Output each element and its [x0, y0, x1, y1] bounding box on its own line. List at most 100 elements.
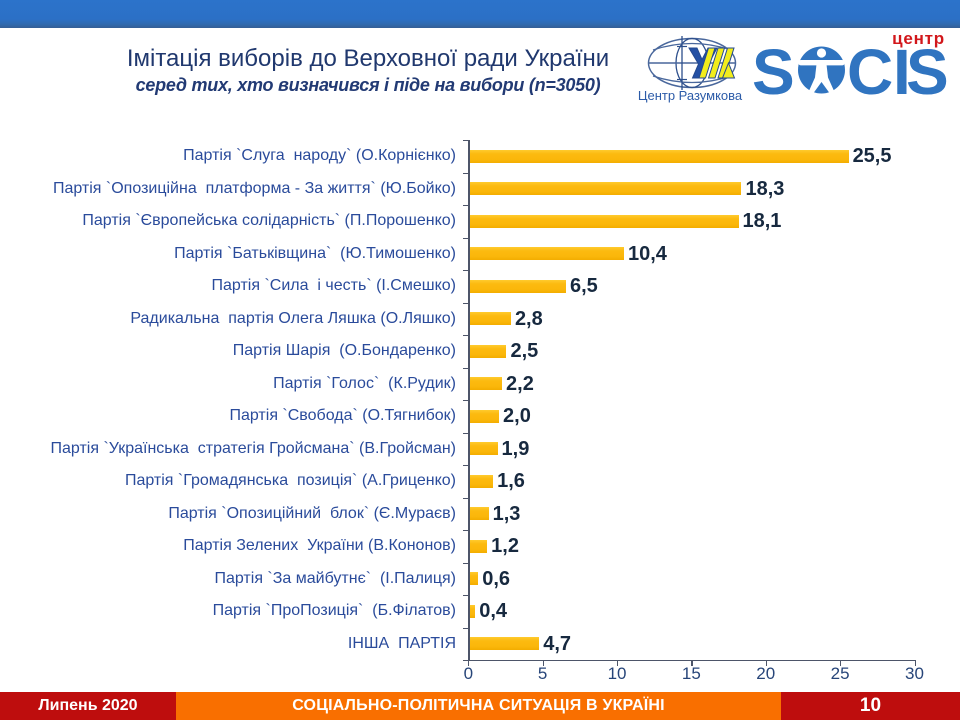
svg-text:C: C — [847, 36, 893, 108]
x-axis-tick — [468, 660, 470, 666]
x-axis-tick — [840, 660, 842, 666]
chart-subtitle: серед тих, хто визначився і піде на вибо… — [135, 75, 601, 95]
svg-text:S: S — [752, 36, 795, 108]
value-label: 0,4 — [479, 600, 508, 622]
y-axis-tick — [463, 335, 469, 337]
bar — [469, 507, 489, 521]
y-axis-tick — [463, 367, 469, 369]
bar — [469, 604, 476, 618]
value-label: 6,5 — [569, 275, 598, 297]
value-label: 2,2 — [506, 372, 534, 395]
category-label: Партія `Опозиційний блок` (Є.Мураєв) — [168, 504, 456, 522]
bar — [469, 214, 739, 228]
category-label: Партія Шарія (О.Бондаренко) — [232, 342, 456, 359]
y-axis-tick — [463, 172, 469, 174]
footer-bar: Липень 2020 СОЦІАЛЬНО-ПОЛІТИЧНА СИТУАЦІЯ… — [0, 692, 960, 720]
x-axis-label: 30 — [905, 664, 924, 683]
category-label: Партія `Громадянська позиція` (А.Гриценк… — [124, 472, 456, 489]
y-axis-tick — [463, 627, 469, 629]
value-label: 18,1 — [742, 210, 782, 232]
bar — [469, 279, 566, 293]
y-axis-tick — [463, 237, 469, 239]
razumkov-logo — [640, 36, 760, 106]
category-label: Партія `Голос` (К.Рудик) — [273, 374, 456, 392]
value-label: 0,6 — [482, 567, 511, 590]
category-label: Партія `За майбутнє` (І.Палиця) — [214, 569, 456, 587]
bar — [469, 637, 540, 651]
bar — [469, 312, 511, 326]
category-label: Партія `Сила і честь` (І.Смешко) — [211, 277, 456, 294]
chart-title: Імітація виборів до Верховної ради Украї… — [126, 45, 610, 72]
svg-text:I: I — [893, 36, 911, 108]
razumkov-globe-icon — [647, 36, 737, 90]
y-axis-tick — [463, 270, 469, 272]
category-label: Партія `Слуга народу` (О.Корнієнко) — [183, 147, 456, 164]
top-accent-bar — [0, 0, 960, 28]
svg-text:S: S — [906, 36, 949, 108]
value-label: 25,5 — [852, 145, 892, 167]
bar — [469, 149, 849, 163]
x-axis-tick — [691, 660, 693, 666]
y-axis-tick — [463, 432, 469, 434]
category-label: Радикальна партія Олега Ляшка (О.Ляшко) — [130, 309, 456, 327]
value-label: 1,3 — [492, 502, 521, 525]
y-axis-tick — [463, 302, 469, 304]
value-label: 2,8 — [514, 307, 543, 330]
value-label: 2,0 — [503, 405, 531, 427]
x-axis-label: 25 — [830, 664, 850, 683]
x-axis-tick — [914, 660, 916, 666]
y-axis-tick — [463, 595, 469, 597]
value-label: 2,5 — [510, 340, 539, 362]
razumkov-stripes-icon — [688, 47, 736, 79]
bar — [469, 572, 479, 586]
footer-date: Липень 2020 — [0, 692, 176, 720]
y-axis-tick — [463, 530, 469, 532]
category-label: Партія `Свобода` (О.Тягнибок) — [229, 407, 456, 424]
x-axis-label: 15 — [681, 664, 701, 683]
x-axis-tick — [542, 660, 544, 666]
value-label: 10,4 — [627, 242, 667, 265]
footer-page-number: 10 — [781, 692, 960, 720]
socis-logo: центр S C I S — [752, 29, 952, 110]
y-axis-tick — [463, 400, 469, 402]
value-label: 1,9 — [501, 437, 530, 460]
bar — [469, 182, 742, 196]
category-label: Партія `Українська стратегія Гройсмана` … — [50, 439, 457, 457]
value-label: 1,6 — [497, 470, 525, 492]
x-axis-tick — [617, 660, 619, 666]
bar — [469, 344, 507, 358]
socis-center-label: центр — [892, 29, 945, 48]
bar — [469, 442, 498, 456]
socis-man-icon — [798, 46, 845, 94]
y-axis-tick — [463, 497, 469, 499]
footer-series-title: СОЦІАЛЬНО-ПОЛІТИЧНА СИТУАЦІЯ В УКРАЇНІ — [176, 692, 781, 720]
y-axis-tick — [463, 205, 469, 207]
category-label: Партія `Європейська солідарність` (П.Пор… — [82, 212, 456, 229]
bar — [469, 539, 488, 553]
y-axis-tick — [463, 465, 469, 467]
value-label: 4,7 — [543, 632, 572, 655]
x-axis-label: 20 — [756, 664, 776, 683]
value-label: 18,3 — [745, 177, 785, 200]
y-axis-tick — [463, 562, 469, 564]
bar — [469, 247, 624, 261]
razumkov-caption: Центр Разумкова — [637, 88, 743, 103]
bar — [469, 409, 500, 423]
category-label: Партія `ПроПозиція` (Б.Філатов) — [212, 602, 456, 619]
socis-wordmark-icon: S C I S — [752, 36, 949, 108]
bar — [469, 377, 503, 391]
category-label: Партія Зелених України (В.Кононов) — [183, 537, 456, 554]
y-axis-tick — [463, 660, 469, 662]
category-label: Партія `Батьківщина` (Ю.Тимошенко) — [174, 244, 456, 262]
category-label: ІНША ПАРТІЯ — [347, 634, 456, 652]
category-label: Партія `Опозиційна платформа - За життя`… — [52, 179, 456, 197]
x-axis-tick — [765, 660, 767, 666]
x-axis-label: 0 — [463, 664, 474, 683]
x-axis-label: 5 — [537, 664, 548, 683]
chart-header: Імітація виборів до Верховної ради Украї… — [0, 44, 736, 97]
value-label: 1,2 — [491, 535, 519, 557]
y-axis-tick — [463, 140, 469, 142]
y-axis-line — [468, 140, 470, 661]
